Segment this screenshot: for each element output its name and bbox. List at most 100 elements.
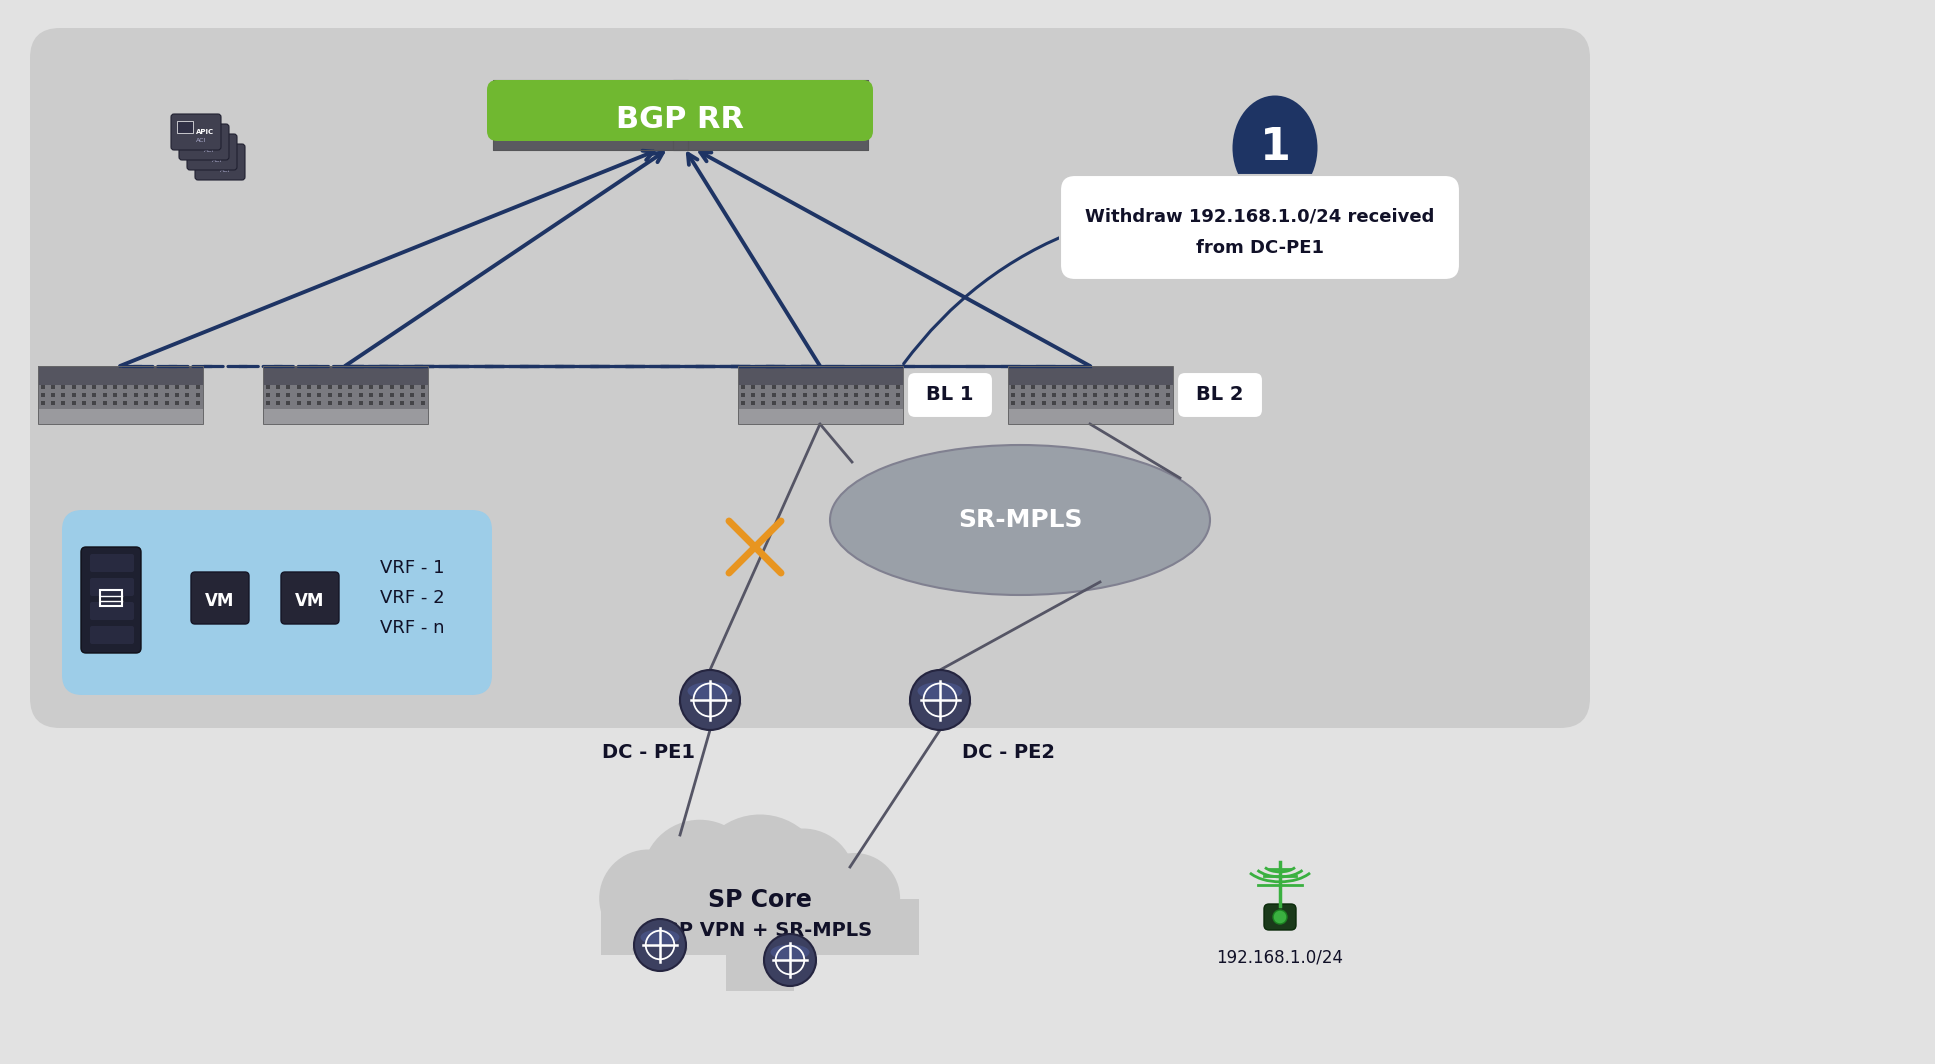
Bar bbox=[1022, 401, 1026, 405]
Bar bbox=[729, 94, 733, 98]
Bar bbox=[1008, 384, 1173, 409]
Bar bbox=[538, 131, 544, 134]
Bar bbox=[807, 131, 811, 134]
Bar bbox=[164, 401, 168, 405]
Bar bbox=[559, 94, 565, 98]
Bar bbox=[174, 401, 178, 405]
Bar bbox=[1155, 385, 1159, 388]
Bar bbox=[358, 385, 362, 388]
Bar bbox=[582, 94, 586, 98]
Bar bbox=[849, 120, 855, 124]
Bar bbox=[72, 393, 75, 397]
Bar bbox=[807, 120, 811, 124]
Bar bbox=[1124, 385, 1128, 388]
Bar bbox=[875, 385, 878, 388]
Circle shape bbox=[693, 815, 826, 948]
Bar bbox=[550, 84, 553, 87]
Bar bbox=[1053, 385, 1057, 388]
Bar bbox=[124, 401, 128, 405]
Bar bbox=[493, 94, 499, 98]
Bar bbox=[782, 401, 786, 405]
Bar bbox=[81, 385, 85, 388]
Bar bbox=[660, 120, 664, 124]
Bar bbox=[660, 84, 664, 87]
Bar bbox=[739, 84, 745, 87]
Bar bbox=[784, 84, 789, 87]
Bar bbox=[762, 84, 766, 87]
Bar bbox=[101, 591, 122, 606]
FancyBboxPatch shape bbox=[91, 554, 134, 572]
Bar bbox=[1084, 393, 1087, 397]
Bar bbox=[697, 120, 700, 124]
Bar bbox=[813, 385, 817, 388]
Bar bbox=[673, 84, 679, 87]
Bar bbox=[186, 385, 190, 388]
Bar bbox=[358, 393, 362, 397]
Bar bbox=[1093, 393, 1097, 397]
Bar bbox=[526, 94, 532, 98]
Bar bbox=[670, 94, 675, 98]
Text: BL 2: BL 2 bbox=[1196, 385, 1244, 404]
Bar bbox=[1041, 401, 1045, 405]
Bar bbox=[1084, 385, 1087, 388]
Bar bbox=[673, 131, 679, 134]
Bar bbox=[729, 120, 733, 124]
Bar bbox=[1146, 385, 1149, 388]
Bar bbox=[840, 120, 844, 124]
Bar bbox=[737, 409, 902, 423]
Text: DC - PE2: DC - PE2 bbox=[962, 743, 1055, 762]
Bar bbox=[317, 393, 321, 397]
Bar bbox=[265, 385, 269, 388]
Bar bbox=[1053, 401, 1057, 405]
Bar bbox=[103, 401, 106, 405]
Bar bbox=[648, 131, 652, 134]
Bar bbox=[751, 94, 757, 98]
Bar bbox=[41, 401, 45, 405]
Bar bbox=[201, 151, 217, 163]
FancyBboxPatch shape bbox=[488, 80, 873, 142]
Bar bbox=[401, 401, 404, 405]
FancyBboxPatch shape bbox=[1060, 174, 1461, 280]
Bar bbox=[681, 84, 687, 87]
Bar bbox=[592, 94, 598, 98]
Bar bbox=[760, 385, 764, 388]
Text: VM: VM bbox=[296, 592, 325, 610]
Bar bbox=[1103, 393, 1107, 397]
Text: 192.168.1.0/24: 192.168.1.0/24 bbox=[1217, 949, 1343, 967]
Bar bbox=[582, 131, 586, 134]
Bar bbox=[1165, 401, 1169, 405]
Bar bbox=[339, 385, 342, 388]
Bar bbox=[604, 120, 610, 124]
Bar bbox=[1115, 401, 1118, 405]
Ellipse shape bbox=[762, 954, 817, 974]
Bar bbox=[1041, 385, 1045, 388]
Bar bbox=[795, 120, 799, 124]
Bar bbox=[265, 393, 269, 397]
Bar bbox=[1062, 385, 1066, 388]
Text: APIC: APIC bbox=[203, 139, 223, 145]
Bar bbox=[296, 385, 300, 388]
Bar bbox=[37, 366, 203, 384]
Bar bbox=[195, 385, 199, 388]
Bar bbox=[817, 84, 822, 87]
Bar bbox=[308, 401, 312, 405]
Bar bbox=[124, 385, 128, 388]
Bar bbox=[571, 131, 577, 134]
Bar bbox=[1022, 385, 1026, 388]
Bar bbox=[865, 393, 869, 397]
Bar bbox=[1093, 385, 1097, 388]
FancyBboxPatch shape bbox=[31, 28, 1591, 728]
Text: ACI: ACI bbox=[221, 168, 230, 173]
Bar bbox=[1134, 401, 1138, 405]
Bar bbox=[81, 401, 85, 405]
Bar bbox=[817, 94, 822, 98]
Bar bbox=[726, 948, 795, 992]
Bar bbox=[849, 131, 855, 134]
Bar bbox=[112, 385, 116, 388]
Bar bbox=[803, 401, 807, 405]
Bar bbox=[72, 385, 75, 388]
Bar bbox=[615, 120, 619, 124]
Circle shape bbox=[1273, 910, 1287, 924]
Bar bbox=[195, 401, 199, 405]
Bar bbox=[370, 401, 373, 405]
